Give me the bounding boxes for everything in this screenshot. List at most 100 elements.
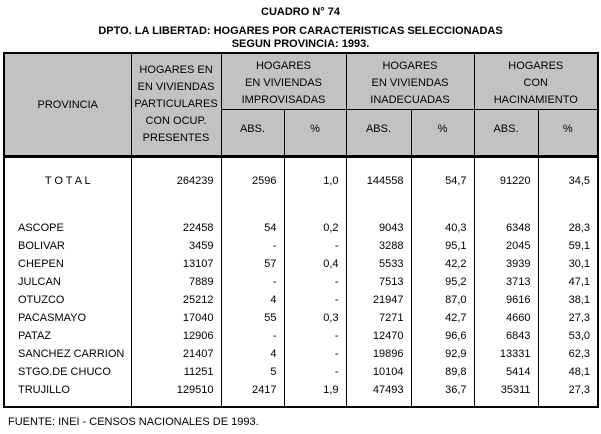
value-cell: 27,3 xyxy=(537,308,599,327)
value-cell: 25212 xyxy=(130,290,222,309)
value-cell: 96,6 xyxy=(410,326,475,345)
value-cell: 5414 xyxy=(473,362,539,381)
value-cell: - xyxy=(283,362,347,381)
value-cell: 62,3 xyxy=(537,344,599,363)
empty-cell xyxy=(283,204,347,219)
header-line: INADECUADAS xyxy=(370,94,450,106)
value-cell: 28,3 xyxy=(537,218,599,237)
value-cell: 95,2 xyxy=(410,272,475,291)
header-line: PARTICULARES xyxy=(134,98,218,110)
value-cell: - xyxy=(283,236,347,255)
value-cell: 54 xyxy=(220,218,285,237)
table-row: PACASMAYO 17040 55 0,3 7271 42,7 4660 27… xyxy=(3,308,599,327)
table-row: ASCOPE 22458 54 0,2 9043 40,3 6348 28,3 xyxy=(3,218,599,237)
value-cell: - xyxy=(283,326,347,345)
value-cell: 87,0 xyxy=(410,290,475,309)
header-line: PRESENTES xyxy=(142,132,210,144)
statistics-table: PROVINCIA HOGARES EN EN VIVIENDAS PARTIC… xyxy=(3,52,600,408)
empty-cell xyxy=(473,204,539,219)
value-cell: 264239 xyxy=(130,156,222,205)
value-cell: 12906 xyxy=(130,326,222,345)
table-body: T O T A L 264239 2596 1,0 144558 54,7 91… xyxy=(3,156,599,407)
value-cell: 7271 xyxy=(345,308,412,327)
value-cell: 36,7 xyxy=(410,380,475,407)
value-cell: - xyxy=(283,290,347,309)
subheader-pct: % xyxy=(537,109,599,157)
column-header-particulares: HOGARES EN EN VIVIENDAS PARTICULARES CON… xyxy=(130,53,222,157)
empty-cell xyxy=(220,204,285,219)
value-cell: 3713 xyxy=(473,272,539,291)
value-cell: 2045 xyxy=(473,236,539,255)
table-row: JULCAN 7889 - - 7513 95,2 3713 47,1 xyxy=(3,272,599,291)
value-cell: 42,7 xyxy=(410,308,475,327)
subheader-pct: % xyxy=(410,109,475,157)
row-label: BOLIVAR xyxy=(3,236,132,255)
empty-cell xyxy=(130,204,222,219)
header-sub-row: ABS. % ABS. % ABS. % xyxy=(4,109,599,157)
value-cell: 38,1 xyxy=(537,290,599,309)
value-cell: 0,2 xyxy=(283,218,347,237)
header-group-row: PROVINCIA HOGARES EN EN VIVIENDAS PARTIC… xyxy=(3,53,599,157)
table-row: PATAZ 12906 - - 12470 96,6 6843 53,0 xyxy=(3,326,599,345)
value-cell: 2417 xyxy=(220,380,285,407)
row-label: SANCHEZ CARRION xyxy=(3,344,132,363)
subheader-abs: ABS. xyxy=(473,109,539,157)
value-cell: 22458 xyxy=(130,218,222,237)
value-cell: - xyxy=(220,326,285,345)
table-row: CHEPEN 13107 57 0,4 5533 42,2 3939 30,1 xyxy=(3,254,599,273)
value-cell: 5 xyxy=(220,362,285,381)
page-title: CUADRO N° 74 xyxy=(261,6,340,18)
row-label: STGO.DE CHUCO xyxy=(3,362,132,381)
value-cell: 30,1 xyxy=(537,254,599,273)
header-line: CON OCUP. xyxy=(145,115,207,127)
column-header-provincia: PROVINCIA xyxy=(3,53,132,157)
empty-cell xyxy=(3,204,132,219)
value-cell: 21947 xyxy=(345,290,412,309)
value-cell: 9616 xyxy=(473,290,539,309)
source-note: FUENTE: INEI - CENSOS NACIONALES DE 1993… xyxy=(8,416,259,428)
value-cell: 3288 xyxy=(345,236,412,255)
row-label: OTUZCO xyxy=(3,290,132,309)
row-label: TRUJILLO xyxy=(3,380,132,407)
header-line: HOGARES EN xyxy=(139,64,213,76)
empty-cell xyxy=(410,204,475,219)
group-header-hacinamiento: HOGARES CON HACINAMIENTO xyxy=(473,53,599,110)
value-cell: 48,1 xyxy=(537,362,599,381)
value-cell: - xyxy=(283,344,347,363)
header-line: IMPROVISADAS xyxy=(241,94,326,106)
value-cell: 53,0 xyxy=(537,326,599,345)
header-line: HOGARES xyxy=(508,60,564,72)
header-line: HACINAMIENTO xyxy=(493,94,578,106)
value-cell: 2596 xyxy=(220,156,285,205)
page-subtitle: DPTO. LA LIBERTAD: HOGARES POR CARACTERI… xyxy=(0,25,601,51)
table-row: TRUJILLO 129510 2417 1,9 47493 36,7 3531… xyxy=(3,380,599,407)
table-row-total: T O T A L 264239 2596 1,0 144558 54,7 91… xyxy=(3,156,599,205)
value-cell: 35311 xyxy=(473,380,539,407)
table-row: OTUZCO 25212 4 - 21947 87,0 9616 38,1 xyxy=(3,290,599,309)
header-line: EN VIVIENDAS xyxy=(371,77,449,89)
value-cell: 4 xyxy=(220,344,285,363)
header-line: EN VIVIENDAS xyxy=(244,77,323,89)
value-cell: - xyxy=(220,272,285,291)
value-cell: - xyxy=(283,272,347,291)
value-cell: 11251 xyxy=(130,362,222,381)
value-cell: 5533 xyxy=(345,254,412,273)
subheader-abs: ABS. xyxy=(345,109,412,157)
value-cell: 7513 xyxy=(345,272,412,291)
value-cell: 9043 xyxy=(345,218,412,237)
group-header-inadecuadas: HOGARES EN VIVIENDAS INADECUADAS xyxy=(345,53,475,110)
group-header-improvisadas: HOGARES EN VIVIENDAS IMPROVISADAS xyxy=(220,53,347,110)
value-cell: 55 xyxy=(220,308,285,327)
value-cell: 7889 xyxy=(130,272,222,291)
value-cell: 3459 xyxy=(130,236,222,255)
value-cell: 1,0 xyxy=(283,156,347,205)
table-row: BOLIVAR 3459 - - 3288 95,1 2045 59,1 xyxy=(3,236,599,255)
value-cell: 10104 xyxy=(345,362,412,381)
header-line: HOGARES xyxy=(382,60,438,72)
table-row: SANCHEZ CARRION 21407 4 - 19896 92,9 133… xyxy=(3,344,599,363)
value-cell: 27,3 xyxy=(537,380,599,407)
header-line: CON xyxy=(523,77,548,89)
value-cell: 57 xyxy=(220,254,285,273)
value-cell: 144558 xyxy=(345,156,412,205)
